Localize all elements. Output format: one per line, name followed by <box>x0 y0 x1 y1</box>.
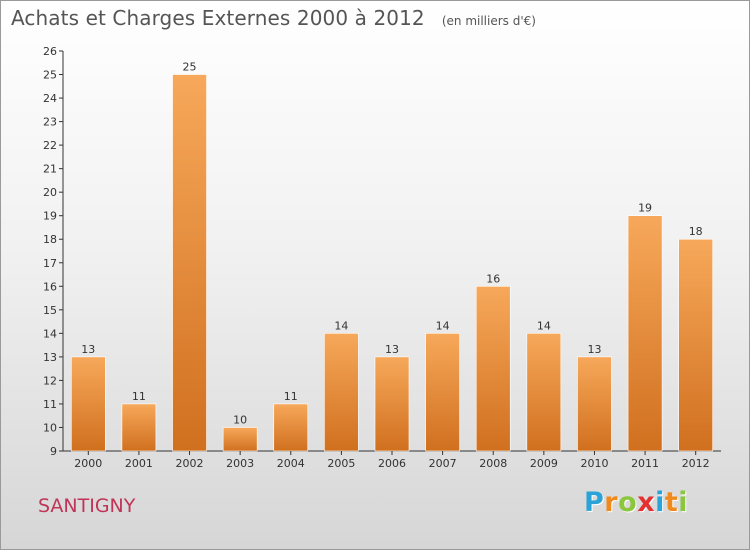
bar <box>425 333 460 452</box>
y-tick-label: 21 <box>43 163 57 176</box>
y-tick-label: 16 <box>43 280 57 293</box>
bar-value-label: 13 <box>81 343 95 356</box>
x-tick-label: 2004 <box>277 457 305 470</box>
y-tick-label: 12 <box>43 374 57 387</box>
x-tick-label: 2006 <box>378 457 406 470</box>
bar <box>222 427 258 452</box>
y-tick-label: 19 <box>43 210 57 223</box>
bar-value-label: 13 <box>385 343 399 356</box>
y-tick-label: 23 <box>43 116 57 129</box>
y-tick-label: 25 <box>43 69 57 82</box>
bar-value-label: 10 <box>233 413 247 426</box>
brand-letter: i <box>678 487 689 518</box>
brand-letter: P <box>584 487 605 518</box>
brand-letter: o <box>618 487 638 518</box>
x-tick-label: 2001 <box>125 457 153 470</box>
bar-value-label: 25 <box>183 61 197 74</box>
bar-value-label: 11 <box>132 390 146 403</box>
x-tick-label: 2005 <box>327 457 355 470</box>
y-tick-label: 9 <box>50 445 57 458</box>
x-tick-label: 2007 <box>429 457 457 470</box>
bar-value-label: 11 <box>284 390 298 403</box>
bar <box>577 356 612 452</box>
bar-value-label: 14 <box>537 319 551 332</box>
bar-value-label: 14 <box>334 319 348 332</box>
bar <box>273 403 309 452</box>
y-tick-label: 18 <box>43 233 57 246</box>
chart-title: Achats et Charges Externes 2000 à 2012 <box>11 6 425 30</box>
brand-letter: i <box>655 487 665 518</box>
bar-value-label: 19 <box>638 202 652 215</box>
title-row: Achats et Charges Externes 2000 à 2012 (… <box>11 6 536 30</box>
bar <box>526 333 562 452</box>
y-tick-label: 26 <box>43 45 57 58</box>
y-tick-label: 17 <box>43 257 57 270</box>
y-tick-label: 13 <box>43 351 57 364</box>
brand-letter: x <box>637 487 656 518</box>
x-tick-label: 2011 <box>631 457 659 470</box>
bar <box>475 285 511 452</box>
brand-letter: t <box>664 487 679 518</box>
y-tick-label: 11 <box>43 398 57 411</box>
x-tick-label: 2003 <box>226 457 254 470</box>
x-tick-label: 2009 <box>530 457 558 470</box>
y-tick-label: 22 <box>43 139 57 152</box>
bar-value-label: 14 <box>436 319 450 332</box>
bar <box>172 74 207 452</box>
bar <box>678 238 713 452</box>
proxiti-logo: Proxiti <box>584 487 688 518</box>
y-tick-label: 14 <box>43 327 57 340</box>
x-tick-label: 2000 <box>74 457 102 470</box>
bar <box>121 403 157 452</box>
y-tick-label: 10 <box>43 421 57 434</box>
brand-letter: r <box>604 487 619 518</box>
x-tick-label: 2008 <box>479 457 507 470</box>
bar-value-label: 18 <box>689 225 703 238</box>
x-tick-label: 2010 <box>580 457 608 470</box>
y-tick-label: 24 <box>43 92 57 105</box>
bar-value-label: 16 <box>486 272 500 285</box>
town-name: SANTIGNY <box>38 495 136 517</box>
y-tick-label: 15 <box>43 304 57 317</box>
chart-subtitle: (en milliers d'€) <box>441 14 536 28</box>
x-tick-label: 2012 <box>682 457 710 470</box>
bar-value-label: 13 <box>587 343 601 356</box>
bar <box>71 356 106 452</box>
y-tick-label: 20 <box>43 186 57 199</box>
bar <box>324 333 359 452</box>
x-tick-label: 2002 <box>176 457 204 470</box>
bar <box>374 356 410 452</box>
bar <box>627 215 663 452</box>
